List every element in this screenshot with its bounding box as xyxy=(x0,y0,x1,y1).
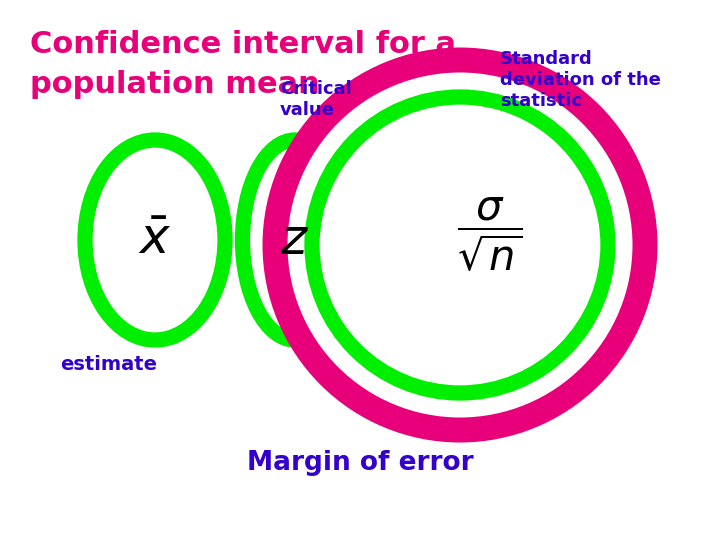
Circle shape xyxy=(275,60,645,430)
Ellipse shape xyxy=(85,140,225,340)
Ellipse shape xyxy=(243,140,348,340)
Text: Standard
deviation of the
statistic: Standard deviation of the statistic xyxy=(500,50,661,110)
Text: $\bar{x}$: $\bar{x}$ xyxy=(138,216,171,264)
Text: population mean: population mean xyxy=(30,70,320,99)
Text: $\dfrac{\sigma}{\sqrt{n}}$: $\dfrac{\sigma}{\sqrt{n}}$ xyxy=(457,196,523,274)
Circle shape xyxy=(312,97,608,393)
Text: Margin of error: Margin of error xyxy=(247,450,473,476)
Text: Critical
value: Critical value xyxy=(280,80,352,119)
Text: $z$: $z$ xyxy=(280,216,310,264)
Text: Confidence interval for a: Confidence interval for a xyxy=(30,30,456,59)
Text: estimate: estimate xyxy=(60,355,157,374)
